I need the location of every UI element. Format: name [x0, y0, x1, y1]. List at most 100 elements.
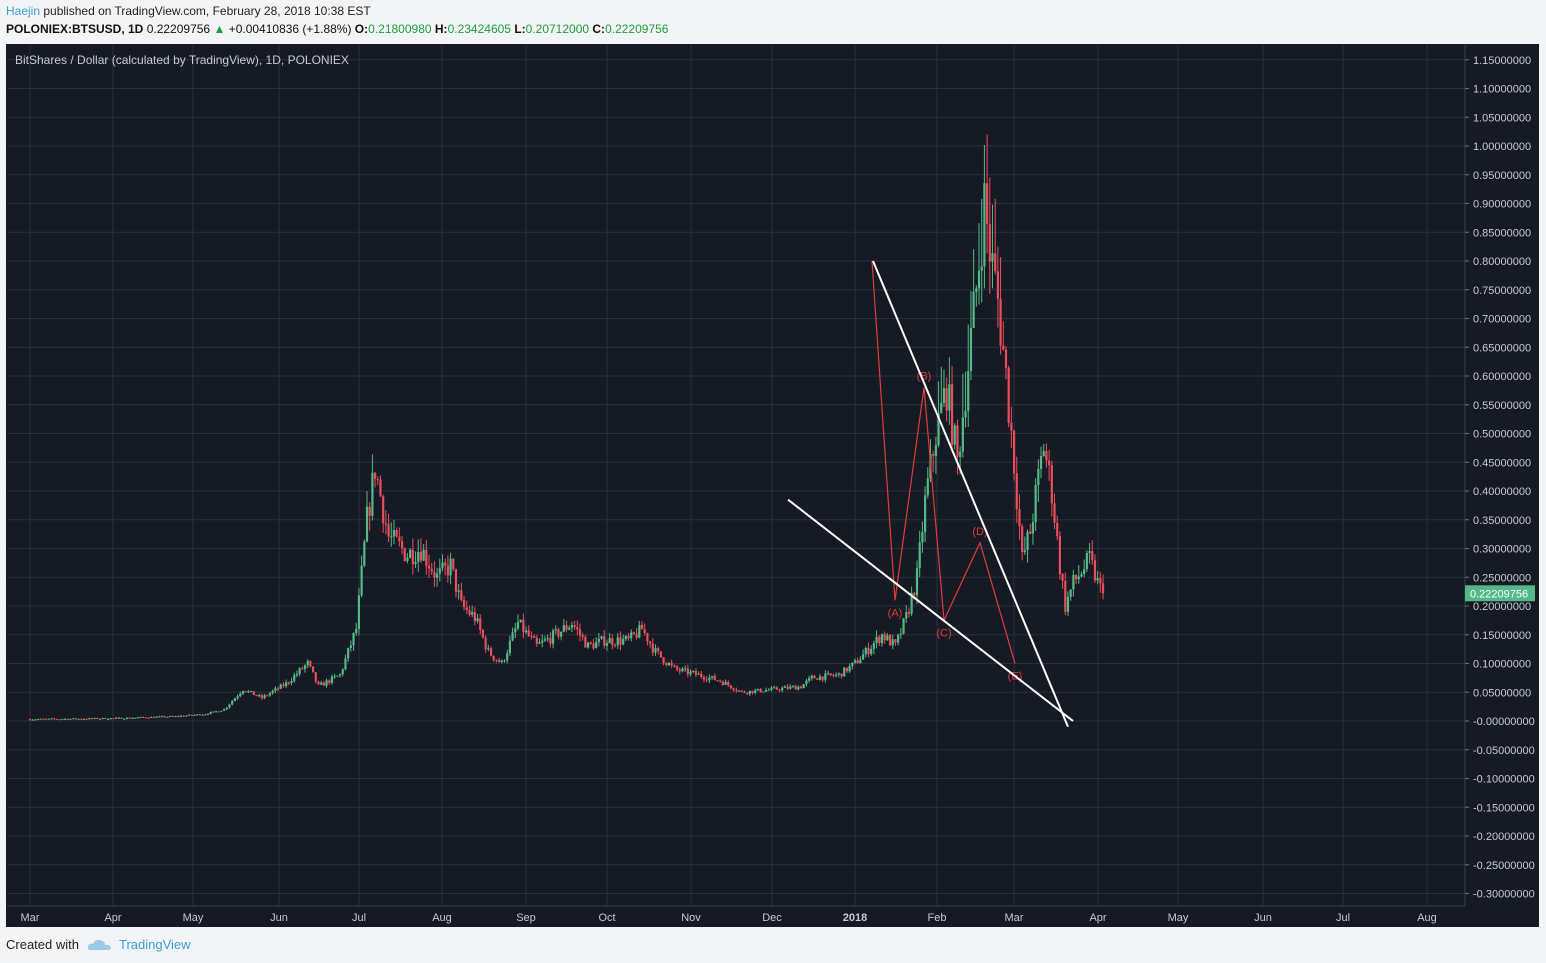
candle-body: [503, 660, 506, 662]
candle-body: [311, 666, 315, 673]
candle-body: [611, 638, 614, 645]
candle-body: [1096, 578, 1099, 581]
candle-body: [90, 718, 94, 720]
candle-body: [923, 495, 927, 533]
candle-body: [382, 496, 385, 524]
candle-body: [740, 690, 743, 692]
candle-body: [702, 677, 706, 680]
candle-body: [373, 472, 377, 479]
trendline-lower: [787, 498, 1074, 722]
y-tick-label: 0.75000000: [1473, 285, 1531, 297]
candle-body: [411, 549, 414, 565]
candle-body: [977, 270, 981, 289]
candle-body: [77, 718, 80, 720]
candle-body: [260, 695, 263, 699]
candle-body: [565, 625, 568, 630]
candle-body: [1072, 574, 1075, 590]
candle-body: [298, 668, 301, 674]
trendlines: [787, 260, 1074, 728]
candle-body: [1004, 349, 1008, 368]
candle-body: [128, 717, 131, 719]
candle-body: [692, 671, 695, 673]
candle-body: [994, 253, 997, 272]
candle-body: [425, 549, 428, 566]
candle-body: [856, 660, 859, 664]
candle-body: [897, 634, 900, 643]
candle-body: [751, 690, 754, 694]
candles: [28, 134, 1105, 721]
price-axis[interactable]: 1.15000000 1.10000000 1.05000000 1.00000000…: [1465, 55, 1535, 901]
candle-body: [125, 717, 129, 719]
candle-body: [187, 714, 191, 716]
wave-label: (C): [936, 627, 951, 639]
candle-body: [314, 672, 317, 682]
y-tick-label: -0.00000000: [1473, 716, 1535, 728]
time-axis[interactable]: Mar Apr May Jun Jul Aug Sep Oct Nov Dec 2018 Feb Mar…: [21, 912, 1437, 924]
candle-body: [681, 668, 684, 672]
high-label: H:: [434, 22, 448, 36]
candle-body: [344, 658, 347, 670]
candle-body: [608, 638, 611, 644]
y-tick-label: -0.05000000: [1473, 745, 1535, 757]
candle-body: [271, 690, 274, 694]
candle-body: [244, 691, 247, 693]
author-link[interactable]: Haejin: [6, 4, 41, 18]
candle-body: [613, 644, 617, 646]
candle-body: [632, 632, 636, 634]
candle-body: [1037, 468, 1040, 485]
candle-body: [719, 680, 722, 682]
candle-body: [694, 671, 698, 675]
candle-body: [446, 565, 449, 576]
candle-body: [956, 425, 959, 457]
candle-body: [886, 635, 889, 641]
candle-body: [134, 717, 137, 719]
candle-body: [530, 635, 533, 637]
candle-body: [597, 638, 600, 642]
candle-body: [182, 715, 185, 717]
candle-body: [967, 371, 970, 411]
candle-body: [824, 673, 827, 680]
grid: [7, 45, 1465, 906]
candle-body: [1099, 578, 1102, 584]
candle-body: [959, 451, 962, 457]
y-tick-label: 0.25000000: [1473, 572, 1531, 584]
candle-body: [1042, 451, 1045, 457]
candle-body: [721, 681, 724, 685]
candle-body: [921, 532, 924, 543]
candle-body: [1061, 574, 1064, 581]
candle-body: [797, 686, 800, 690]
candle-body: [662, 657, 665, 664]
candle-body: [476, 618, 479, 622]
candle-body: [535, 637, 538, 644]
candle-body: [549, 638, 552, 644]
candle-body: [139, 717, 142, 719]
candle-body: [163, 716, 166, 718]
candle-body: [541, 640, 544, 643]
y-tick-label: -0.25000000: [1473, 860, 1535, 872]
candle-body: [845, 667, 849, 672]
high-value: 0.23424605: [447, 22, 511, 36]
candle-body: [600, 636, 603, 639]
candle-body: [1023, 550, 1026, 552]
candle-body: [233, 698, 237, 702]
candle-body: [767, 689, 770, 691]
candle-body: [409, 549, 412, 558]
candle-body: [214, 711, 218, 713]
plot-area[interactable]: [7, 45, 1465, 906]
tradingview-link[interactable]: TradingView: [118, 937, 191, 952]
candle-body: [1026, 531, 1029, 551]
y-tick-label: 0.60000000: [1473, 371, 1531, 383]
candle-body: [616, 637, 619, 646]
candle-body: [36, 719, 40, 721]
candle-body: [363, 541, 366, 566]
candle-body: [414, 561, 417, 565]
candle-body: [1002, 345, 1005, 350]
candle-body: [832, 675, 835, 677]
candle-body: [961, 417, 964, 452]
candle-body: [392, 530, 396, 537]
candle-body: [255, 695, 258, 697]
candle-body: [379, 479, 382, 497]
candle-body: [778, 689, 781, 691]
candle-body: [150, 716, 153, 718]
